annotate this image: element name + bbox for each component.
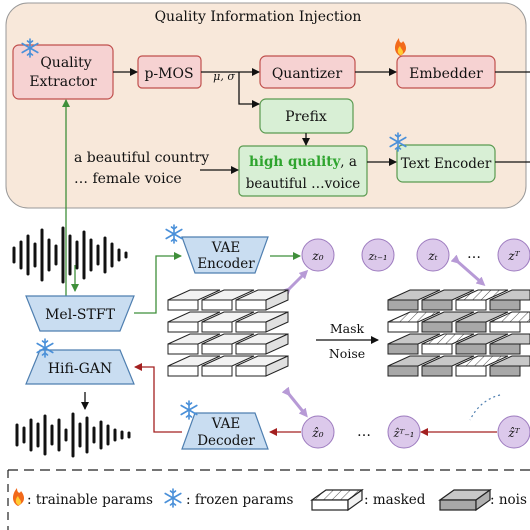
vae-decoder-label-1: VAE xyxy=(211,416,240,432)
legend-frozen: : frozen params xyxy=(186,492,293,508)
quality-extractor-label-1: Quality xyxy=(40,55,91,71)
text-encoder-label: Text Encoder xyxy=(401,156,492,172)
legend-noise: : nois xyxy=(490,492,527,508)
quality-extractor-label-2: Extractor xyxy=(29,74,97,90)
prompt-text-1: a beautiful country xyxy=(74,150,209,166)
vae-decoder-label-2: Decoder xyxy=(197,433,255,449)
snowflake-icon xyxy=(166,225,182,243)
latent-z0-label: z₀ xyxy=(311,249,323,263)
hifi-gan-label: Hifi-GAN xyxy=(48,361,112,377)
fire-icon xyxy=(13,488,24,506)
high-quality-text: high quality xyxy=(249,154,341,170)
snowflake-icon xyxy=(165,489,181,507)
legend-masked-block xyxy=(312,490,362,510)
latent-zt-1-label: zₜ₋₁ xyxy=(368,250,388,263)
latent-zT-label: zᵀ xyxy=(507,249,520,263)
prefixed-prompt-rest-1: , a xyxy=(340,154,357,170)
dotted-curve xyxy=(470,395,500,420)
latent-ellipsis-top: … xyxy=(467,246,481,262)
latent-zt-label: zₜ xyxy=(427,249,437,263)
prefixed-prompt-line-2: beautiful …voice xyxy=(246,176,361,192)
mask-label: Mask xyxy=(330,321,365,336)
waveform-icon xyxy=(14,228,126,282)
prefixed-prompt-line-1: high quality, a xyxy=(249,154,357,170)
arrow-zt-tensor xyxy=(457,261,482,283)
quantizer-label: Quantizer xyxy=(272,66,343,82)
prompt-text-2: … female voice xyxy=(74,171,182,187)
legend-noise-block xyxy=(440,490,490,510)
waveform-icon xyxy=(17,414,129,456)
legend-masked: : masked xyxy=(364,492,426,508)
noise-label: Noise xyxy=(329,346,365,361)
arrow-zhat0-tensor xyxy=(288,393,305,414)
pmos-label: p-MOS xyxy=(144,66,193,82)
arrow-z0-tensor xyxy=(288,273,305,290)
legend-trainable: : trainable params xyxy=(27,492,153,508)
clean-latent-tensor xyxy=(168,290,288,376)
panel-title: Quality Information Injection xyxy=(155,9,362,25)
noisy-latent-tensor xyxy=(388,290,530,376)
latent-ellipsis-bottom: … xyxy=(357,424,371,440)
mel-stft-label: Mel-STFT xyxy=(45,307,115,323)
prefix-label: Prefix xyxy=(285,109,327,125)
quality-extractor-box xyxy=(13,45,113,99)
latent-zhat0-label: ẑ₀ xyxy=(311,426,323,440)
embedder-label: Embedder xyxy=(409,66,483,82)
vae-encoder-label-1: VAE xyxy=(211,240,240,256)
latent-zhatT-1-label: ẑᵀ₋₁ xyxy=(393,427,415,440)
arrow-decoder-hifigan xyxy=(135,367,182,432)
vae-encoder-label-2: Encoder xyxy=(197,256,255,272)
latent-zhatT-label: ẑᵀ xyxy=(507,426,520,440)
